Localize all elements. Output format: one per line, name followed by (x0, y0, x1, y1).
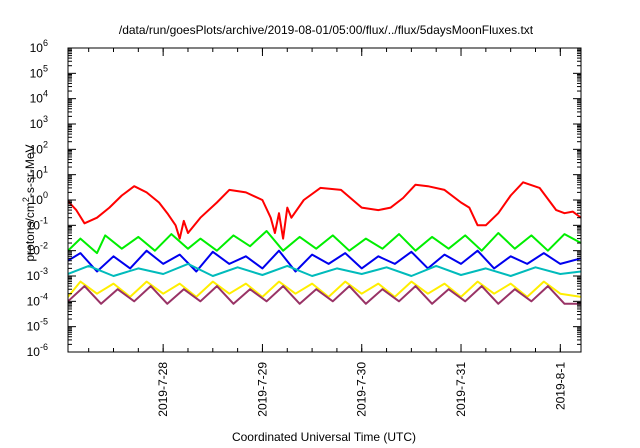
y-axis-title-pre: protons/cm (23, 202, 37, 261)
series-line-2 (68, 230, 581, 255)
x-tick-label: 2019-7-30 (355, 362, 369, 417)
y-tick-label: 10-4 (27, 291, 48, 308)
series-line-5 (68, 280, 581, 298)
y-tick-label: 106 (30, 38, 48, 55)
x-tick-label: 2019-7-28 (156, 362, 170, 417)
series-line-1 (68, 181, 581, 240)
plot-frame (67, 47, 582, 353)
y-axis-title: protons/cm2-s-sr-MeV (21, 144, 37, 261)
y-tick-label: 10-2 (27, 241, 48, 258)
series-group (68, 181, 581, 305)
chart-title: /data/run/goesPlots/archive/2019-08-01/0… (119, 23, 534, 37)
y-axis-title-sup: 2 (21, 197, 31, 202)
y-tick-label: 101 (30, 165, 48, 182)
y-tick-label: 10-3 (27, 266, 48, 283)
y-tick-label: 105 (30, 63, 48, 80)
series-line-6 (68, 285, 581, 305)
x-tick-label: 2019-7-31 (454, 362, 468, 417)
y-tick-label: 103 (30, 114, 48, 131)
x-tick-label: 2019-8-1 (553, 362, 567, 410)
series-line-3 (68, 249, 581, 273)
y-axis-title-post: -s-sr-MeV (23, 144, 37, 197)
y-tick-label: 100 (30, 190, 48, 207)
y-tick-label: 102 (30, 139, 48, 156)
y-tick-label: 104 (30, 89, 48, 106)
x-axis-title: Coordinated Universal Time (UTC) (232, 430, 416, 444)
y-tick-label: 10-6 (27, 342, 48, 359)
y-tick-label: 10-1 (27, 215, 48, 232)
x-tick-label: 2019-7-29 (255, 362, 269, 417)
plot-area: 10-6 10-5 10-4 10-3 10-2 10-1 100 101 102 103 104 1… (27, 38, 582, 417)
series-line-4 (68, 262, 581, 277)
y-tick-label: 10-5 (27, 317, 48, 334)
